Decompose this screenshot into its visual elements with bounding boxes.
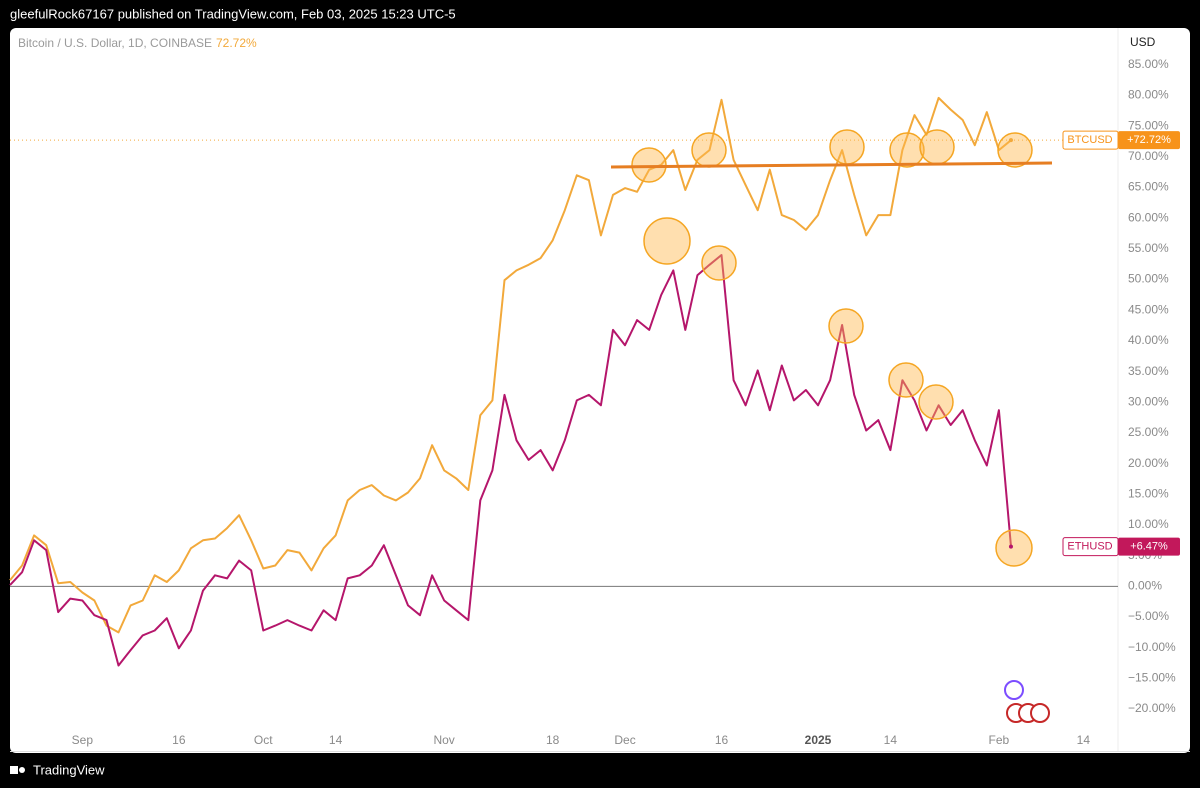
icon — [1004, 680, 1024, 700]
series-line — [9, 254, 1012, 667]
y-tick-label: −20.00% — [1128, 701, 1176, 715]
y-tick-label: 50.00% — [1128, 272, 1169, 286]
icon — [1030, 703, 1050, 723]
y-tick-label: 15.00% — [1128, 486, 1169, 500]
y-tick-label: 35.00% — [1128, 364, 1169, 378]
y-tick-label: 70.00% — [1128, 149, 1169, 163]
x-tick-label: 14 — [1077, 733, 1091, 747]
x-tick-label: 14 — [329, 733, 343, 747]
corner-icons — [1004, 680, 1050, 723]
highlight-circle — [691, 132, 727, 168]
y-tick-label: 40.00% — [1128, 333, 1169, 347]
highlight-circle — [889, 132, 925, 168]
x-tick-label: Oct — [254, 733, 273, 747]
legend-value: 72.72% — [216, 36, 257, 50]
y-tick-label: 25.00% — [1128, 425, 1169, 439]
header: gleefulRock67167 published on TradingVie… — [10, 6, 456, 21]
x-tick-label: Dec — [614, 733, 635, 747]
axis-unit: USD — [1130, 35, 1156, 49]
value-tag — [1118, 131, 1180, 150]
last-point — [1008, 544, 1013, 549]
chart-title: Bitcoin / U.S. Dollar, 1D, COINBASE — [18, 36, 212, 50]
logo — [10, 766, 18, 774]
y-tick-label: 65.00% — [1128, 180, 1169, 194]
value-tag — [1118, 537, 1180, 556]
annotations — [610, 129, 1053, 567]
trend-line — [610, 161, 1053, 169]
y-tick-label: 55.00% — [1128, 241, 1169, 255]
footer-brand: TradingView — [33, 762, 105, 777]
x-tick-label: Sep — [72, 733, 94, 747]
y-tick-label: 80.00% — [1128, 88, 1169, 102]
x-tick-label: Nov — [433, 733, 454, 747]
y-tick-label: 30.00% — [1128, 394, 1169, 408]
y-tick-label: 20.00% — [1128, 456, 1169, 470]
x-tick-label: 16 — [715, 733, 729, 747]
logo — [19, 767, 25, 773]
y-tick-label: 0.00% — [1128, 579, 1162, 593]
series-line — [9, 96, 1012, 634]
x-tick-label: 18 — [546, 733, 560, 747]
y-tick-label: 75.00% — [1128, 118, 1169, 132]
x-tick-label: 2025 — [805, 733, 832, 747]
highlight-circle — [919, 129, 955, 165]
y-tick-label: −15.00% — [1128, 671, 1176, 685]
chart-panel — [10, 28, 1190, 753]
highlight-circle — [997, 132, 1033, 168]
last-point — [1008, 138, 1013, 143]
highlight-circle — [828, 308, 864, 344]
y-tick-label: −10.00% — [1128, 640, 1176, 654]
highlight-circle — [888, 362, 924, 398]
x-tick-label: 14 — [884, 733, 898, 747]
y-tick-label: −5.00% — [1128, 609, 1169, 623]
highlight-circle — [643, 217, 691, 265]
legend-entry: BTCUSD — [1067, 134, 1112, 146]
y-tick-label: 10.00% — [1128, 517, 1169, 531]
y-tick-label: 85.00% — [1128, 57, 1169, 71]
x-tick-label: Feb — [989, 733, 1010, 747]
legend-entry: ETHUSD — [1067, 541, 1112, 553]
highlight-circle — [918, 384, 954, 420]
value-label: +72.72% — [1127, 134, 1171, 146]
y-tick-label: 45.00% — [1128, 302, 1169, 316]
x-tick-label: 16 — [172, 733, 186, 747]
highlight-circle — [829, 129, 865, 165]
value-label: +6.47% — [1130, 541, 1168, 553]
highlight-circle — [701, 245, 737, 281]
highlight-circle — [995, 529, 1033, 567]
highlight-circle — [631, 147, 667, 183]
y-tick-label: 60.00% — [1128, 210, 1169, 224]
